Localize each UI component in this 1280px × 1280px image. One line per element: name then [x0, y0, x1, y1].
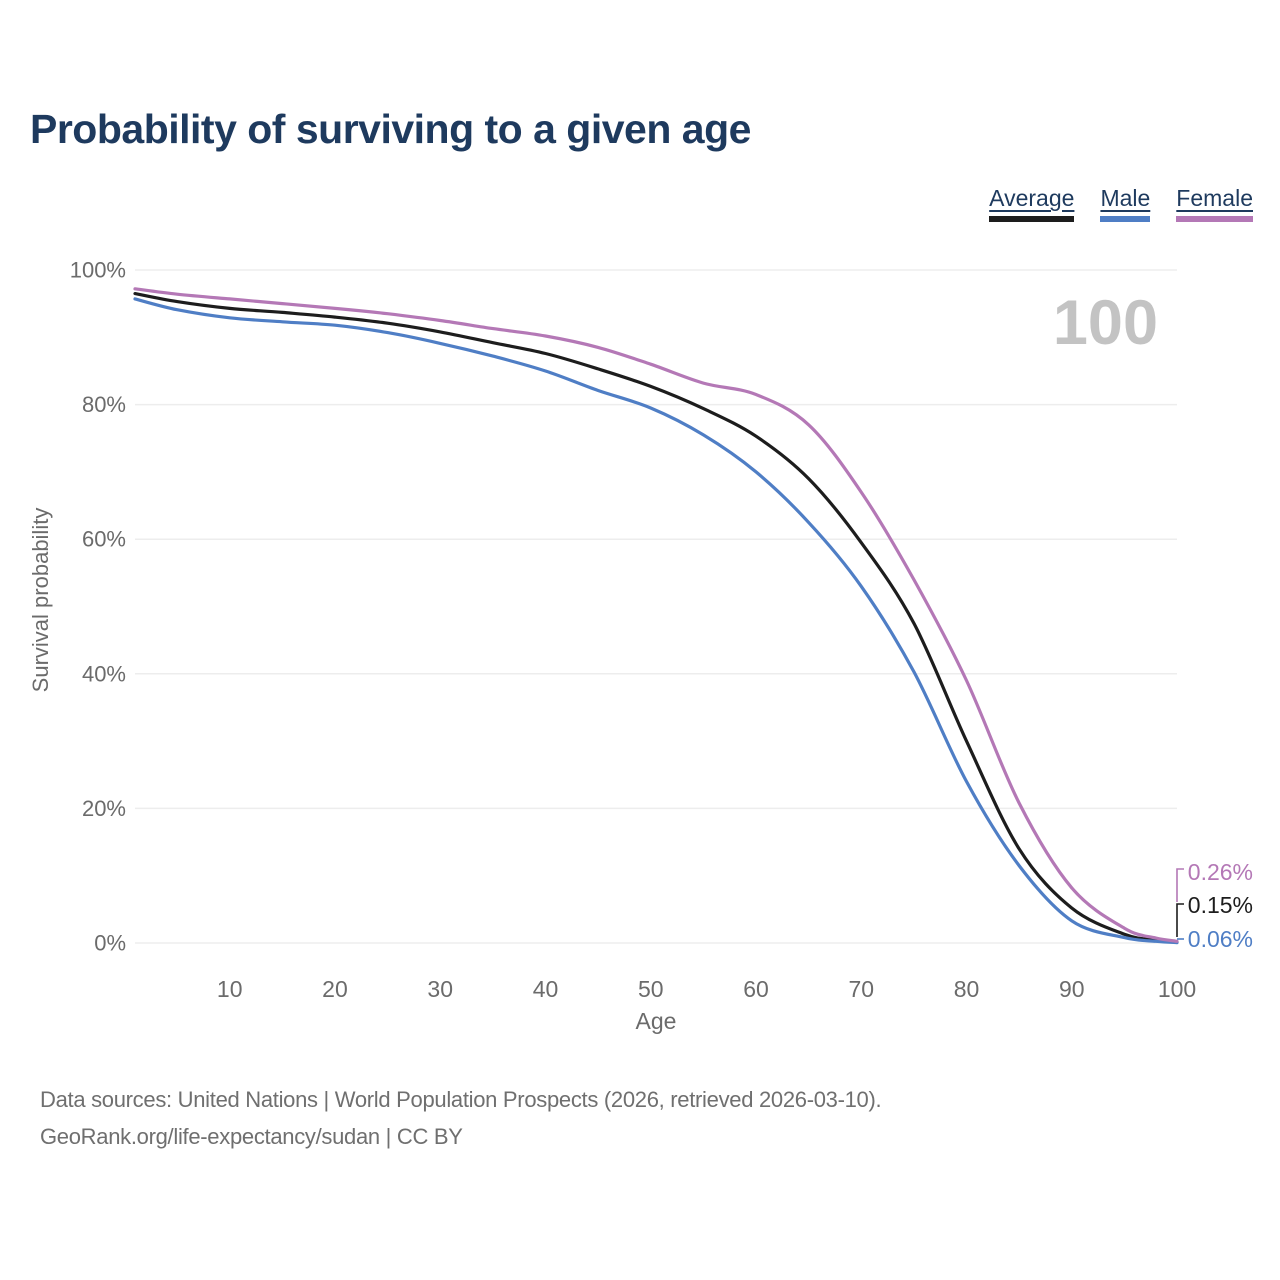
series-line-male[interactable]	[133, 297, 1179, 945]
x-axis-tick-label: 70	[848, 976, 874, 1002]
legend-color-bar	[1176, 216, 1253, 222]
attribution-line: GeoRank.org/life-expectancy/sudan | CC B…	[40, 1124, 463, 1149]
x-axis-tick-label: 50	[638, 976, 664, 1002]
legend-color-bar	[989, 216, 1075, 222]
x-axis-tick-label: 80	[954, 976, 980, 1002]
end-label-connector-average	[1176, 903, 1184, 937]
legend-label: Male	[1100, 185, 1151, 211]
end-value-label-average: 0.15%	[1188, 892, 1253, 918]
page-title: Probability of surviving to a given age	[30, 106, 751, 152]
y-axis-tick-label: 40%	[82, 661, 126, 686]
legend-label: Female	[1176, 185, 1253, 211]
end-value-label-male: 0.06%	[1188, 926, 1253, 952]
legend-item-male[interactable]: Male	[1100, 185, 1151, 222]
end-value-label-female: 0.26%	[1188, 859, 1253, 885]
x-axis-tick-label: 30	[427, 976, 453, 1002]
legend-label: Average	[989, 185, 1075, 211]
series-line-female[interactable]	[133, 287, 1179, 943]
y-axis-tick-label: 0%	[94, 931, 126, 956]
end-label-connector-female	[1176, 868, 1184, 902]
y-axis-title: Survival probability	[28, 508, 53, 693]
chart-footer: Data sources: United Nations | World Pop…	[40, 1081, 882, 1155]
x-axis-tick-label: 100	[1158, 976, 1196, 1002]
legend-item-female[interactable]: Female	[1176, 185, 1253, 222]
age-watermark: 100	[1053, 288, 1158, 358]
x-axis-title: Age	[636, 1008, 677, 1034]
y-axis-tick-label: 100%	[70, 258, 126, 283]
x-axis-tick-label: 60	[743, 976, 769, 1002]
series-line-average[interactable]	[133, 292, 1179, 944]
y-axis-tick-label: 60%	[82, 527, 126, 552]
chart-legend: Average Male Female	[989, 185, 1253, 222]
x-axis-tick-label: 90	[1059, 976, 1085, 1002]
x-axis-tick-label: 20	[322, 976, 348, 1002]
y-axis-tick-label: 80%	[82, 392, 126, 417]
data-sources-line: Data sources: United Nations | World Pop…	[40, 1087, 882, 1112]
x-axis-tick-label: 10	[217, 976, 243, 1002]
legend-item-average[interactable]: Average	[989, 185, 1075, 222]
x-axis-tick-label: 40	[533, 976, 559, 1002]
y-axis-tick-label: 20%	[82, 796, 126, 821]
legend-color-bar	[1100, 216, 1151, 222]
